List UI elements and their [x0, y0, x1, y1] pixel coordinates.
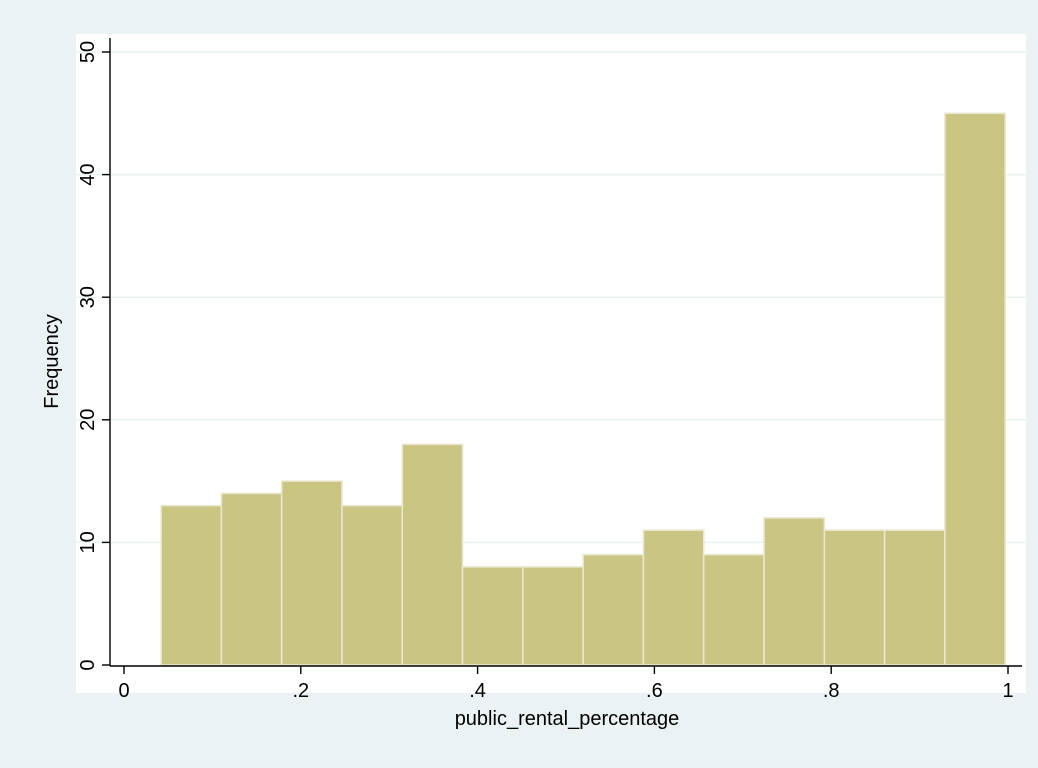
x-tick-label: 0 — [118, 680, 129, 702]
histogram-bar — [823, 529, 886, 666]
y-tick-label: 10 — [77, 531, 99, 553]
histogram-bar — [401, 443, 464, 666]
x-axis-title: public_rental_percentage — [455, 708, 680, 730]
histogram-bar — [763, 517, 826, 666]
x-tick-label: .4 — [469, 680, 486, 702]
y-tick-label: 30 — [77, 286, 99, 308]
x-tick-label: .2 — [292, 680, 309, 702]
axes: 0 10 20 30 40 50 0 .2 .4 .6 .8 1 — [77, 38, 1022, 702]
y-tick-label: 40 — [77, 163, 99, 185]
histogram-bar — [883, 529, 946, 666]
histogram-bar — [522, 566, 584, 666]
histogram-bar — [341, 504, 404, 666]
y-tick-label: 0 — [77, 659, 99, 670]
y-axis-title: Frequency — [41, 314, 63, 409]
histogram-bar — [642, 529, 705, 666]
bars — [160, 112, 1006, 666]
histogram-bar — [702, 553, 765, 666]
y-tick-label: 20 — [77, 409, 99, 431]
x-tick-label: .6 — [646, 680, 663, 702]
histogram-bar — [582, 553, 645, 666]
y-tick-label: 50 — [77, 41, 99, 63]
x-tick-label: .8 — [823, 680, 840, 702]
histogram-bar — [944, 112, 1006, 666]
histogram-bar — [461, 566, 524, 666]
histogram-bar — [220, 492, 283, 666]
histogram-bar — [280, 480, 343, 666]
histogram-bar — [160, 504, 223, 666]
x-tick-label: 1 — [1002, 680, 1013, 702]
